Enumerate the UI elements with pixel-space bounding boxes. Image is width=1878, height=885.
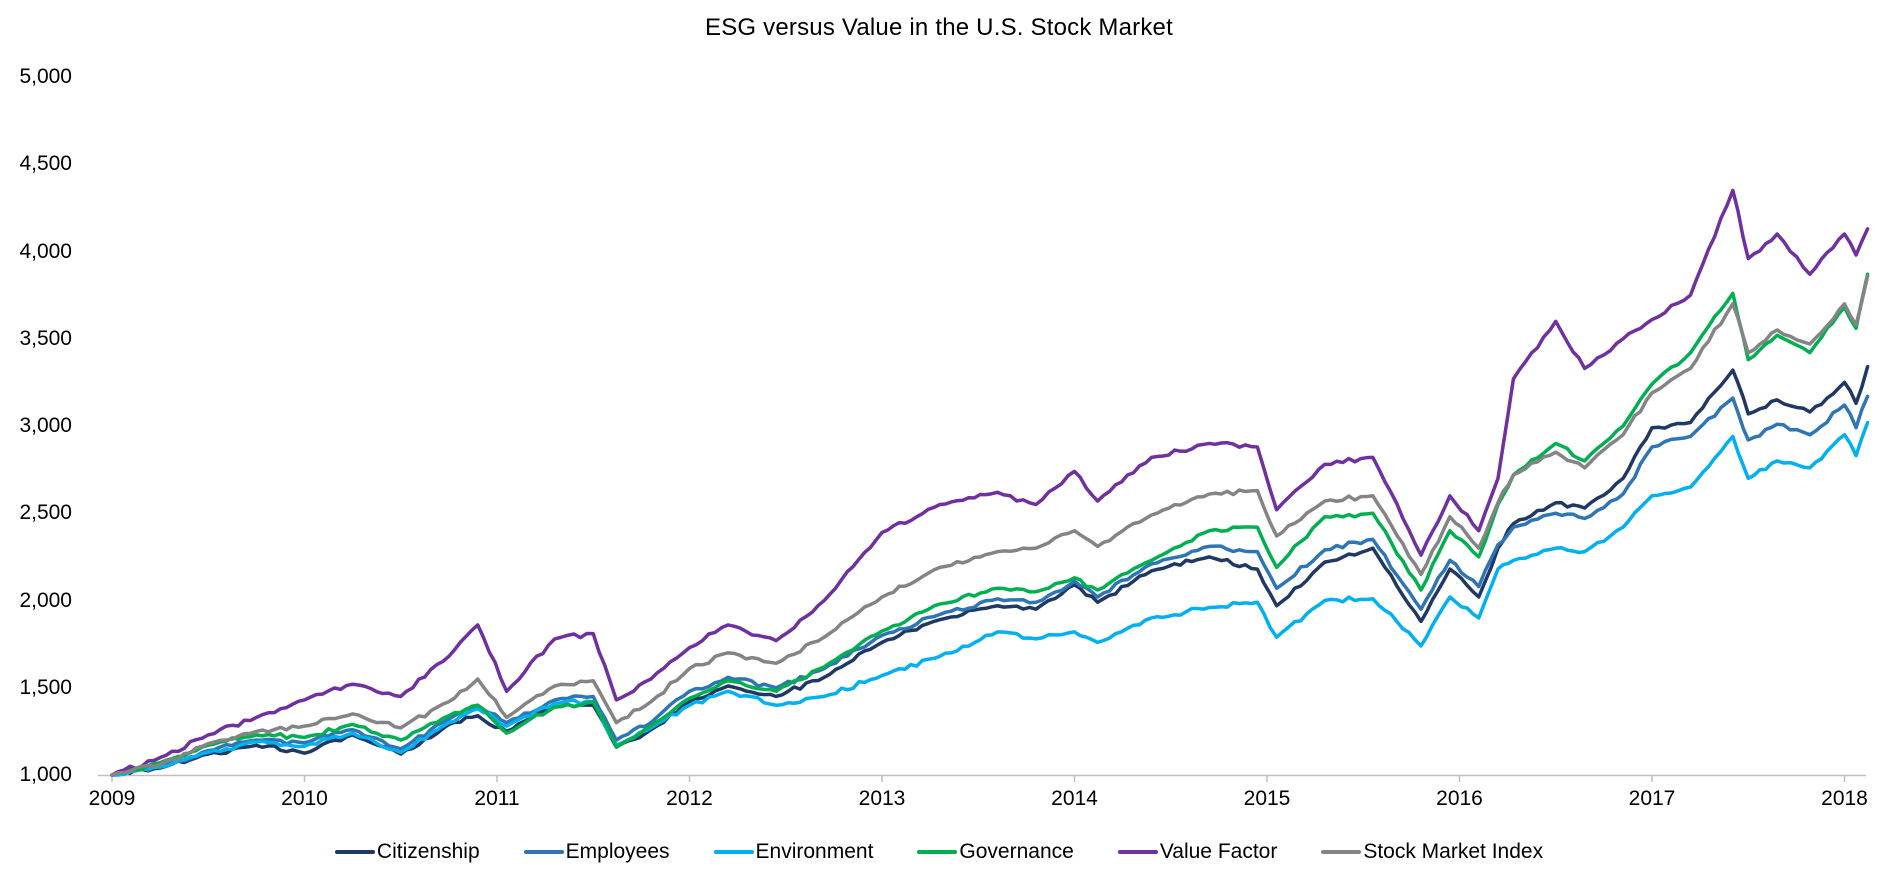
legend-swatch-stock-market-index-icon [1321, 850, 1362, 854]
series-line-employees [110, 394, 1870, 777]
series-line-stock-market-index [110, 274, 1870, 777]
legend-label-citizenship: Citizenship [376, 840, 480, 863]
x-tick-label-2015: 2015 [1243, 787, 1291, 810]
series-line-citizenship [110, 364, 1870, 777]
x-tick-label-2010: 2010 [281, 787, 328, 810]
y-tick-label-2500: 2,500 [19, 501, 72, 525]
x-tick-label-2017: 2017 [1628, 787, 1676, 810]
series-line-environment [110, 420, 1870, 777]
chart-title: ESG versus Value in the U.S. Stock Marke… [705, 14, 1173, 41]
legend-item-stock-market-index: Stock Market Index [1321, 840, 1543, 864]
x-tick-label-2014: 2014 [1051, 787, 1098, 810]
legend-swatch-citizenship-icon [334, 850, 375, 854]
legend-label-environment: Environment [755, 840, 874, 863]
legend: Citizenship Employees Environment Governanc… [0, 840, 1878, 864]
y-tick-label-4500: 4,500 [19, 152, 72, 176]
legend-label-stock-market-index: Stock Market Index [1363, 840, 1544, 863]
x-tick-label-2011: 2011 [474, 787, 520, 810]
legend-item-governance: Governance [917, 840, 1074, 864]
series-line-governance [110, 272, 1870, 777]
x-tick-label-2013: 2013 [858, 787, 906, 810]
y-tick-label-3000: 3,000 [19, 414, 72, 437]
legend-swatch-employees-icon [523, 850, 564, 854]
x-tick-label-2018: 2018 [1821, 787, 1868, 810]
legend-swatch-environment-icon [713, 850, 754, 854]
legend-label-employees: Employees [565, 840, 670, 863]
legend-label-governance: Governance [959, 840, 1074, 863]
x-tick-label-2009: 2009 [88, 787, 136, 810]
legend-item-environment: Environment [713, 840, 874, 864]
x-tick-label-2012: 2012 [666, 787, 713, 810]
y-tick-label-2000: 2,000 [19, 588, 72, 612]
legend-item-employees: Employees [523, 840, 670, 864]
legend-item-citizenship: Citizenship [334, 840, 480, 864]
legend-swatch-value-factor-icon [1117, 850, 1158, 854]
series-line-value-factor [110, 188, 1870, 777]
legend-label-value-factor: Value Factor [1159, 840, 1278, 863]
legend-item-value-factor: Value Factor [1117, 840, 1278, 864]
y-tick-label-1000: 1,000 [19, 763, 72, 786]
x-tick-label-2016: 2016 [1436, 787, 1483, 810]
y-tick-label-5000: 5,000 [19, 65, 72, 88]
legend-swatch-governance-icon [917, 850, 958, 854]
y-tick-label-1500: 1,500 [19, 675, 72, 699]
y-tick-label-4000: 4,000 [19, 239, 72, 263]
y-tick-label-3500: 3,500 [19, 326, 72, 350]
